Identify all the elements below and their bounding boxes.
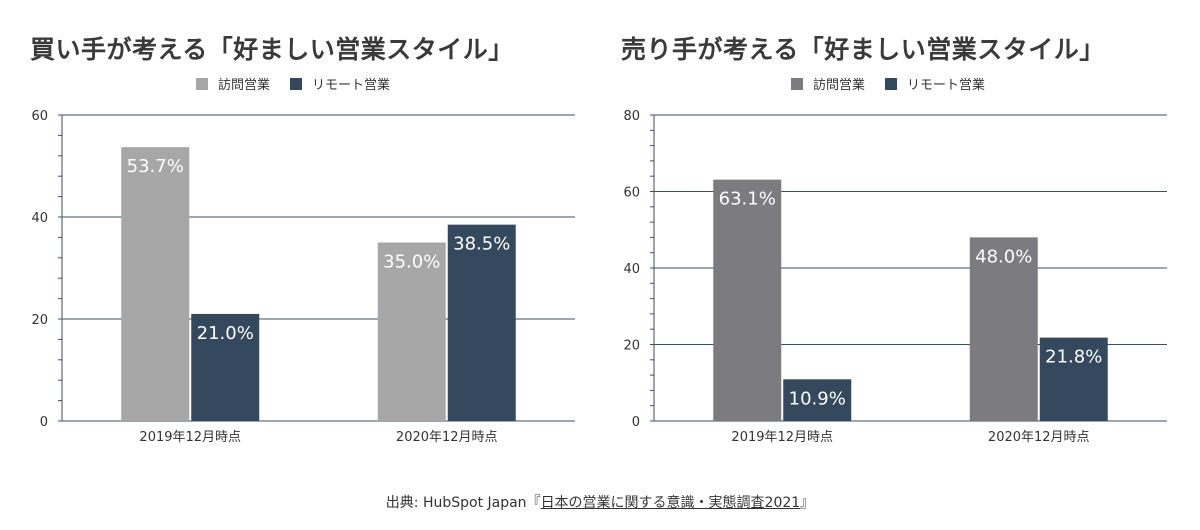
- x-category-label: 2020年12月時点: [988, 430, 1090, 445]
- source-note: 出典: HubSpot Japan『日本の営業に関する意識・実態調査2021』: [0, 492, 1200, 512]
- y-tick-label: 60: [31, 109, 48, 124]
- x-category-label: 2020年12月時点: [396, 430, 498, 445]
- x-category-label: 2019年12月時点: [139, 430, 241, 445]
- x-category-label: 2019年12月時点: [731, 430, 833, 445]
- legend-item-visit: 訪問営業: [196, 74, 270, 93]
- legend-item-remote: リモート営業: [290, 74, 390, 93]
- y-tick-label: 60: [623, 186, 640, 201]
- y-tick-label: 0: [40, 415, 48, 430]
- bar-visit: [377, 242, 446, 421]
- legend-swatch-remote: [885, 77, 898, 90]
- legend-item-visit: 訪問営業: [791, 74, 865, 93]
- y-tick-label: 0: [632, 415, 640, 430]
- bar-value-label: 35.0%: [383, 252, 440, 273]
- legend-label-remote: リモート営業: [907, 78, 986, 93]
- bar-value-label: 38.5%: [453, 234, 510, 255]
- bar-remote: [447, 224, 516, 421]
- bar-visit: [121, 147, 190, 421]
- bar-visit: [969, 237, 1038, 421]
- bar-value-label: 21.8%: [1045, 347, 1102, 368]
- legend-label-remote: リモート営業: [312, 78, 391, 93]
- legend-buyer: 訪問営業 リモート営業: [196, 74, 410, 93]
- legend-swatch-visit: [196, 77, 208, 90]
- bar-remote: [191, 313, 260, 421]
- source-suffix: 』: [800, 495, 815, 511]
- legend-swatch-visit: [791, 77, 803, 90]
- bar-chart-seller: 0 20 40 60 80 63.1% 10.9% 2019年12月時点 48.0% 21.8% 2…: [623, 109, 1167, 445]
- y-tick-label: 20: [31, 313, 48, 328]
- chart-title-buyer: 買い手が考える「好ましい営業スタイル」: [30, 35, 514, 64]
- source-prefix: 出典: HubSpot Japan『: [385, 495, 541, 511]
- legend-seller: 訪問営業 リモート営業: [791, 74, 1005, 93]
- y-tick-label: 80: [623, 109, 640, 124]
- legend-item-remote: リモート営業: [885, 74, 985, 93]
- bar-value-label: 10.9%: [789, 388, 846, 409]
- bar-value-label: 48.0%: [975, 246, 1032, 267]
- bar-value-label: 21.0%: [197, 323, 254, 344]
- bar-value-label: 53.7%: [127, 156, 184, 177]
- bar-chart-buyer: 0 20 40 60 53.7% 21.0% 2019年12月時点 35.0% 38.5% 202…: [31, 109, 575, 445]
- bar-value-label: 63.1%: [719, 189, 776, 210]
- y-tick-label: 40: [31, 211, 48, 226]
- source-link[interactable]: 日本の営業に関する意識・実態調査2021: [540, 495, 801, 511]
- legend-label-visit: 訪問営業: [813, 78, 866, 93]
- legend-label-visit: 訪問営業: [218, 78, 271, 93]
- bar-remote: [783, 379, 852, 421]
- y-tick-label: 20: [623, 339, 640, 354]
- legend-swatch-remote: [290, 77, 303, 90]
- bar-remote: [1039, 337, 1108, 421]
- chart-title-seller: 売り手が考える「好ましい営業スタイル」: [621, 35, 1105, 64]
- y-tick-label: 40: [623, 262, 640, 277]
- bar-visit: [713, 179, 782, 421]
